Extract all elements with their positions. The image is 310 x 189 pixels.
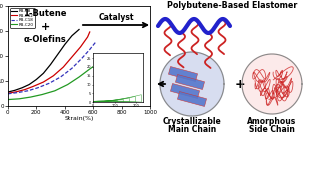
Text: Amorphous: Amorphous (247, 118, 297, 126)
Text: +: + (40, 22, 50, 32)
Polygon shape (242, 54, 302, 114)
FancyBboxPatch shape (168, 67, 197, 81)
Text: Crystallizable: Crystallizable (163, 118, 221, 126)
Text: Main Chain: Main Chain (168, 125, 216, 135)
FancyBboxPatch shape (175, 74, 205, 89)
Text: +: + (235, 77, 245, 91)
Legend: PB-C8, PB-C12, PB-C18, PB-C20: PB-C8, PB-C12, PB-C18, PB-C20 (10, 8, 35, 28)
Text: Catalyst: Catalyst (98, 12, 134, 22)
FancyBboxPatch shape (170, 84, 200, 98)
Text: Polybutene-Based Elastomer: Polybutene-Based Elastomer (167, 1, 297, 9)
Text: α-Olefins: α-Olefins (24, 36, 66, 44)
Text: Side Chain: Side Chain (249, 125, 295, 135)
Polygon shape (160, 52, 224, 116)
FancyBboxPatch shape (177, 91, 206, 106)
X-axis label: Strain(%): Strain(%) (64, 116, 94, 121)
Text: 1-Butene: 1-Butene (23, 9, 67, 19)
